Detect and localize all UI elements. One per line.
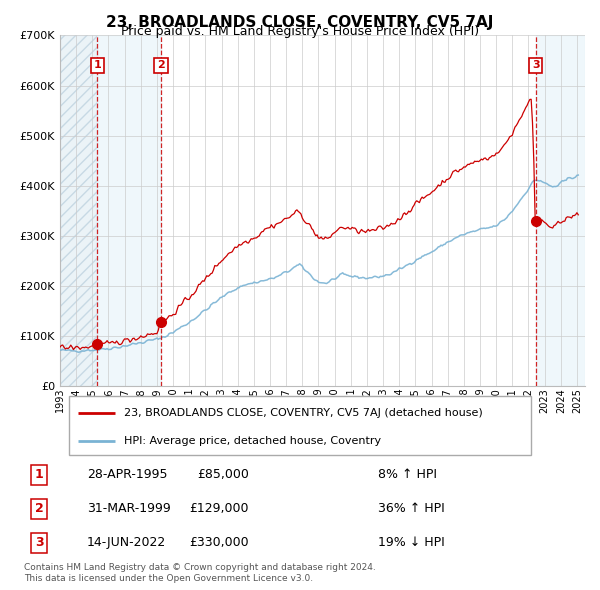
Text: 31-MAR-1999: 31-MAR-1999 [87,502,171,515]
Text: 1: 1 [94,61,101,70]
Text: £330,000: £330,000 [190,536,249,549]
Text: 3: 3 [35,536,43,549]
Text: 23, BROADLANDS CLOSE, COVENTRY, CV5 7AJ (detached house): 23, BROADLANDS CLOSE, COVENTRY, CV5 7AJ … [124,408,483,418]
Text: 2: 2 [35,502,43,515]
Text: 8% ↑ HPI: 8% ↑ HPI [378,468,437,481]
FancyBboxPatch shape [69,396,531,455]
Text: 19% ↓ HPI: 19% ↓ HPI [378,536,445,549]
Text: Price paid vs. HM Land Registry's House Price Index (HPI): Price paid vs. HM Land Registry's House … [121,25,479,38]
Text: 2: 2 [157,61,165,70]
Bar [60,35,97,386]
Text: HPI: Average price, detached house, Coventry: HPI: Average price, detached house, Cove… [124,436,382,445]
Text: 1: 1 [35,468,43,481]
Text: 14-JUN-2022: 14-JUN-2022 [87,536,166,549]
Text: This data is licensed under the Open Government Licence v3.0.: This data is licensed under the Open Gov… [24,574,313,583]
Text: £85,000: £85,000 [197,468,249,481]
Bar [536,35,585,386]
Text: £129,000: £129,000 [190,502,249,515]
Text: Contains HM Land Registry data © Crown copyright and database right 2024.: Contains HM Land Registry data © Crown c… [24,563,376,572]
Text: 3: 3 [532,61,539,70]
Bar [60,35,97,386]
Bar [97,35,161,386]
Text: 36% ↑ HPI: 36% ↑ HPI [378,502,445,515]
Text: 28-APR-1995: 28-APR-1995 [87,468,167,481]
Text: 23, BROADLANDS CLOSE, COVENTRY, CV5 7AJ: 23, BROADLANDS CLOSE, COVENTRY, CV5 7AJ [106,15,494,30]
